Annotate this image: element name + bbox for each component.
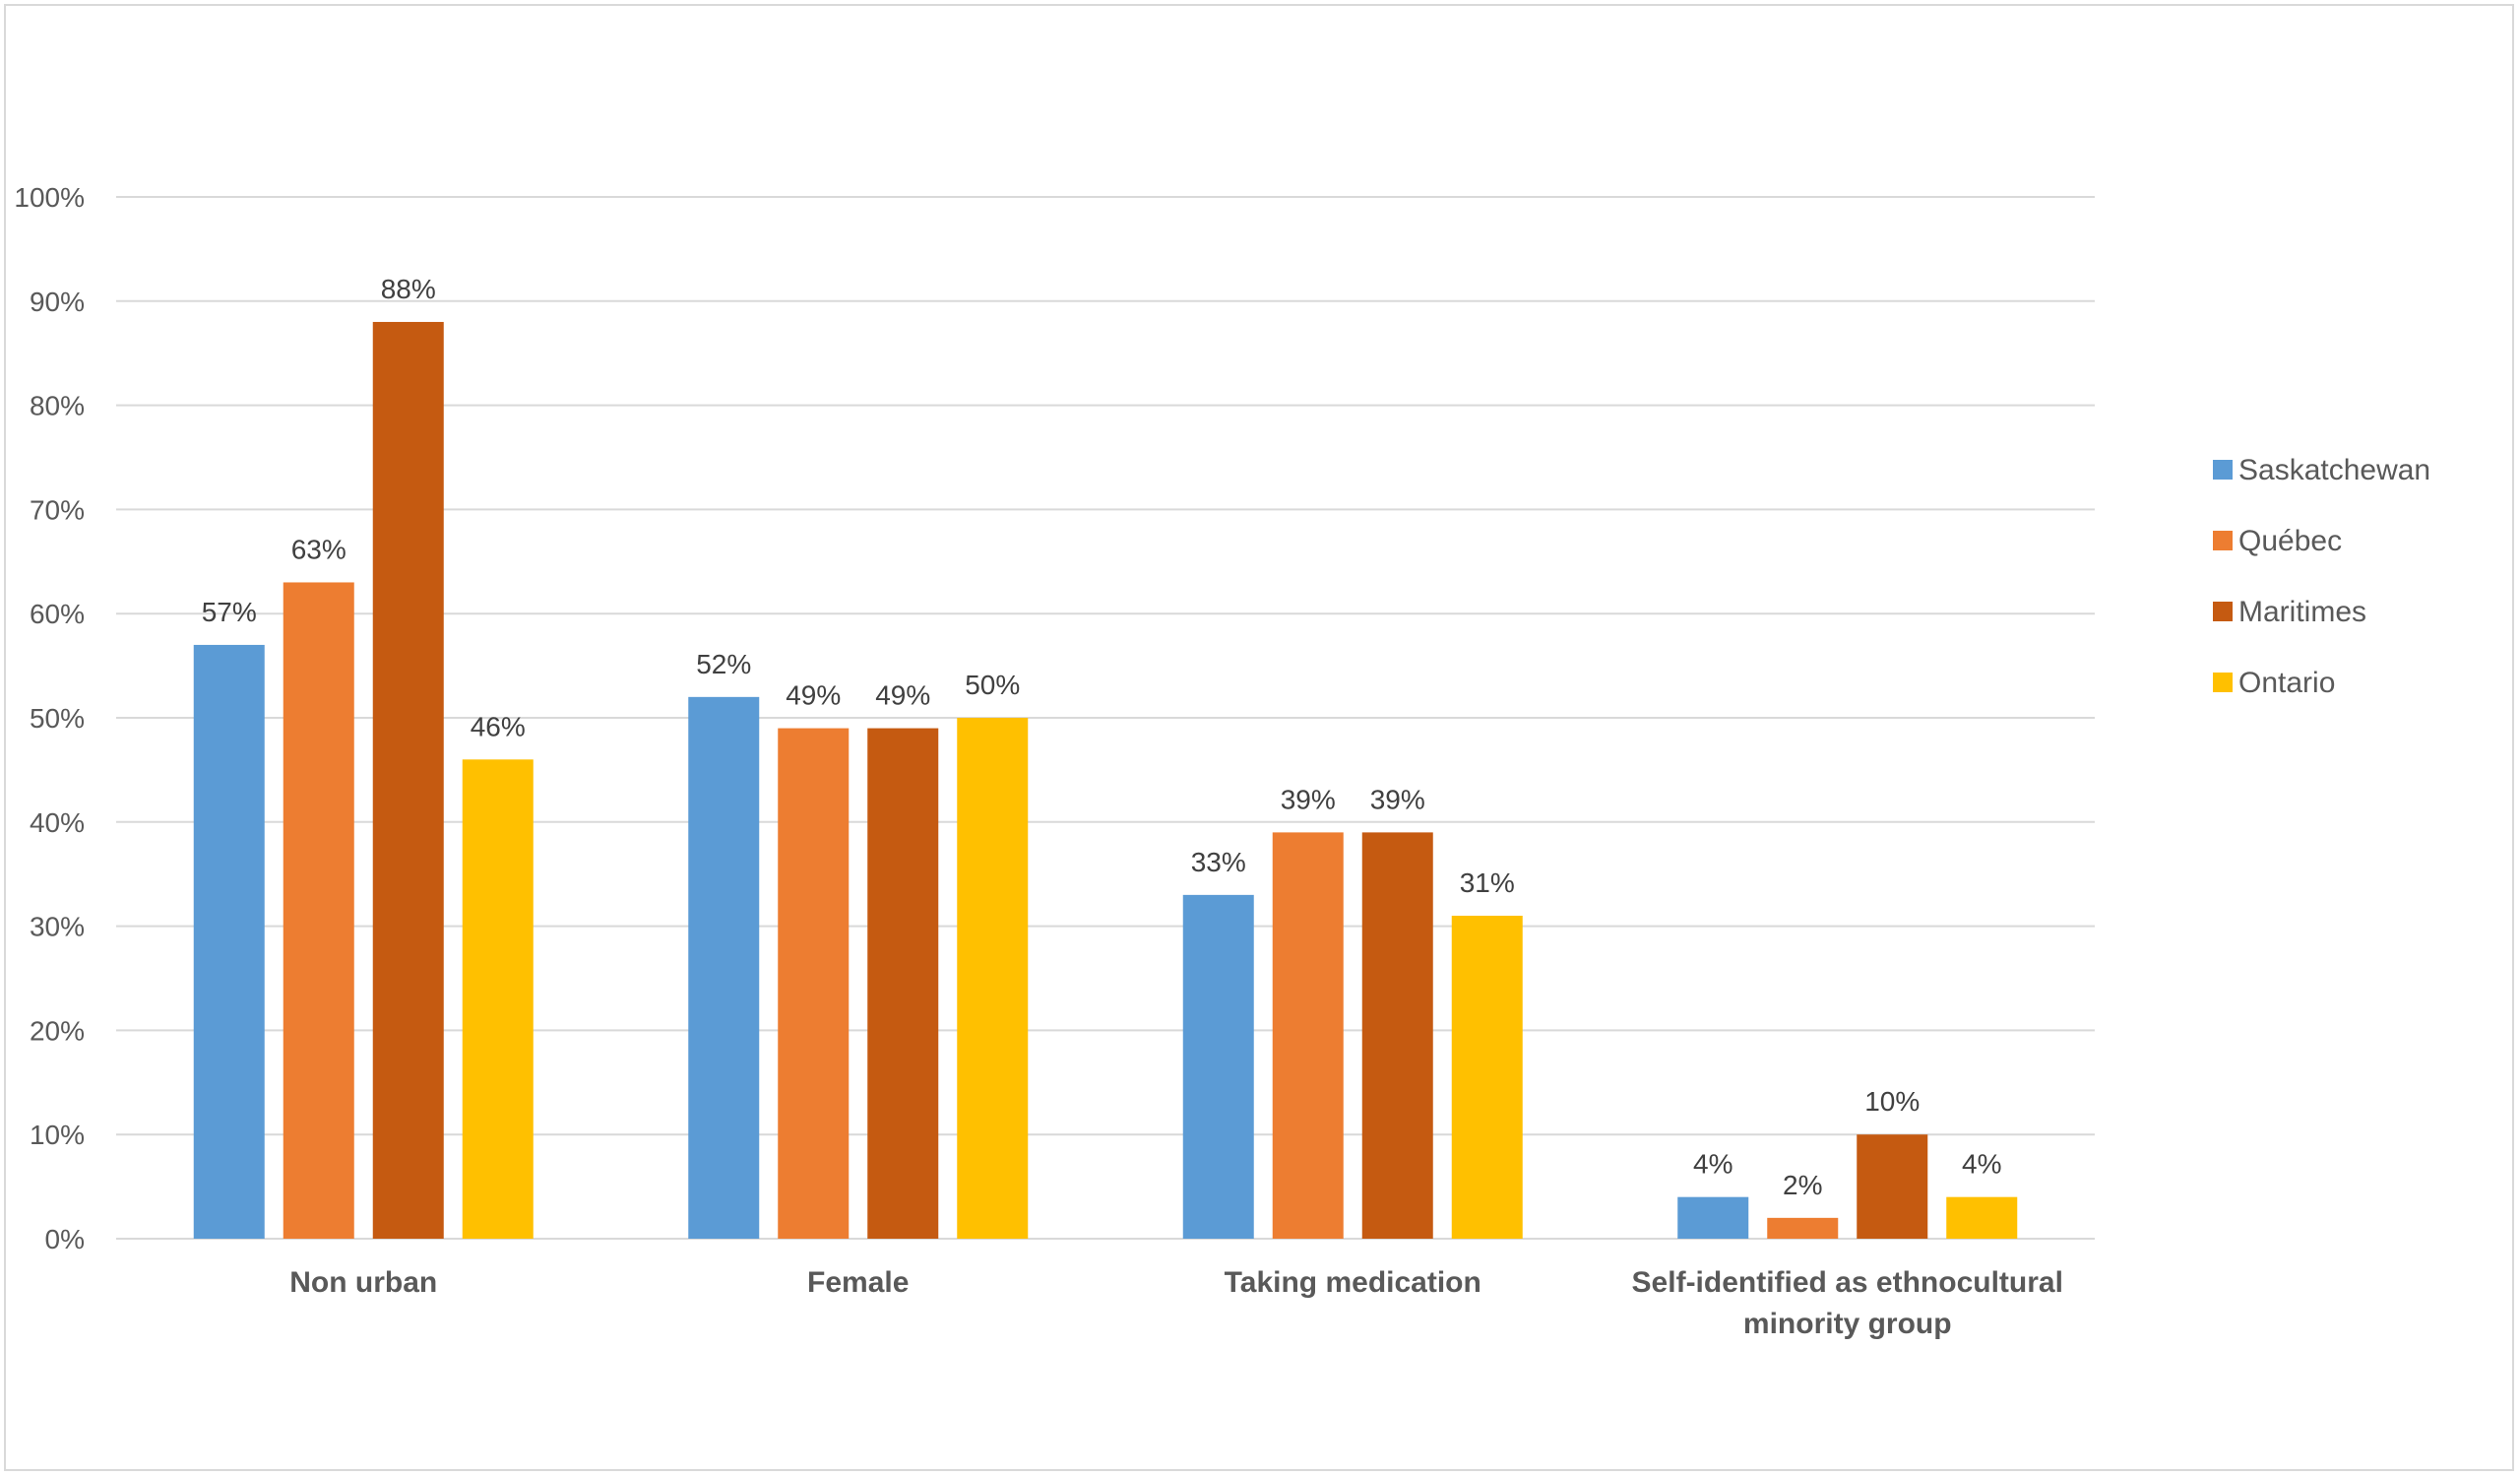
y-tick-label: 90%	[30, 287, 85, 317]
data-label: 10%	[1864, 1086, 1920, 1117]
data-label: 63%	[291, 534, 346, 564]
y-tick-label: 0%	[45, 1224, 85, 1254]
bar-maritimes	[867, 728, 939, 1239]
data-label: 4%	[1693, 1149, 1732, 1180]
data-label: 49%	[786, 680, 841, 711]
legend-swatch	[2213, 602, 2233, 621]
bar-qu-bec	[1767, 1217, 1839, 1239]
category-label: Taking medication	[1225, 1266, 1481, 1299]
bar-saskatchewan	[1182, 894, 1254, 1239]
legend-label: Ontario	[2238, 667, 2335, 699]
data-labels: 57% 63% 88% 46% 52% 49% 49% 50% 33% 39% 39% 31% 4% 2%…	[202, 274, 2002, 1200]
category-label: Non urban	[289, 1266, 437, 1299]
bar-saskatchewan	[688, 696, 760, 1239]
category-label: minority group	[1743, 1308, 1952, 1340]
y-tick-label: 40%	[30, 807, 85, 838]
legend-label: Québec	[2238, 525, 2342, 557]
y-tick-label: 30%	[30, 912, 85, 942]
bar-ontario	[957, 718, 1029, 1239]
bar-maritimes	[372, 321, 444, 1240]
y-tick-label: 50%	[30, 703, 85, 734]
legend-swatch	[2213, 673, 2233, 692]
bar-saskatchewan	[1677, 1196, 1749, 1239]
data-label: 39%	[1370, 784, 1425, 814]
y-tick-label: 80%	[30, 391, 85, 421]
bars	[193, 321, 2018, 1240]
data-label: 39%	[1281, 784, 1336, 814]
legend-swatch	[2213, 531, 2233, 550]
bar-ontario	[462, 759, 534, 1239]
gridlines	[116, 196, 2095, 1240]
data-label: 57%	[202, 597, 257, 627]
data-label: 33%	[1191, 847, 1246, 877]
bar-saskatchewan	[193, 644, 265, 1239]
bar-maritimes	[1361, 832, 1433, 1239]
y-tick-label: 100%	[14, 182, 85, 213]
bar-maritimes	[1857, 1134, 1928, 1239]
y-tick-label: 10%	[30, 1120, 85, 1150]
data-label: 46%	[471, 711, 526, 741]
y-tick-label: 70%	[30, 494, 85, 525]
x-axis-category-labels: Non urban Female Taking medication Self-ide…	[289, 1266, 2063, 1340]
bar-ontario	[1451, 916, 1523, 1239]
bar-qu-bec	[283, 582, 354, 1239]
legend-label: Saskatchewan	[2238, 454, 2430, 486]
legend: Saskatchewan Québec Maritimes Ontario	[2213, 454, 2430, 699]
data-label: 88%	[381, 274, 436, 304]
category-label: Self-identified as ethnocultural	[1632, 1266, 2063, 1299]
y-tick-label: 60%	[30, 599, 85, 629]
bar-qu-bec	[778, 728, 850, 1239]
y-tick-label: 20%	[30, 1015, 85, 1046]
data-label: 50%	[965, 670, 1020, 700]
data-label: 31%	[1460, 867, 1515, 898]
legend-swatch	[2213, 460, 2233, 480]
data-label: 49%	[875, 680, 930, 711]
bar-qu-bec	[1272, 832, 1344, 1239]
data-label: 2%	[1783, 1170, 1822, 1200]
data-label: 4%	[1962, 1149, 2001, 1180]
data-label: 52%	[696, 649, 751, 679]
bar-ontario	[1946, 1196, 2018, 1239]
legend-label: Maritimes	[2238, 596, 2366, 628]
y-axis-tick-labels: 0% 10% 20% 30% 40% 50% 60% 70% 80% 90% 100%	[14, 182, 85, 1254]
category-label: Female	[807, 1266, 909, 1299]
